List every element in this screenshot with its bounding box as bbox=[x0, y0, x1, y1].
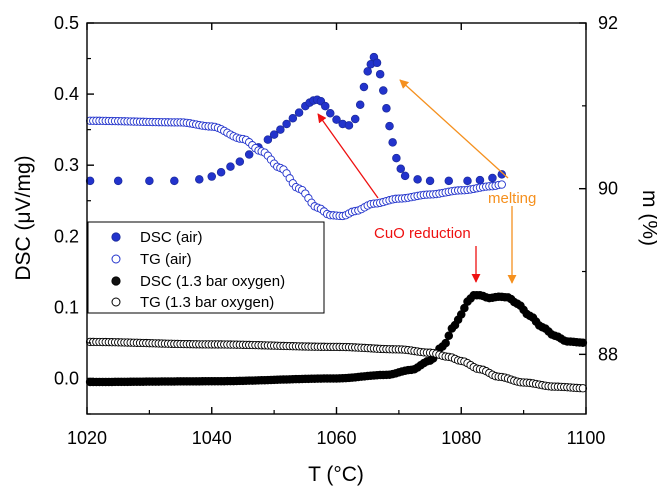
data-point bbox=[170, 176, 179, 186]
data-point bbox=[216, 168, 226, 177]
data-point bbox=[355, 100, 365, 109]
melting-arrow-long bbox=[399, 79, 509, 179]
y-tick-label: 0.0 bbox=[54, 368, 79, 388]
data-point bbox=[497, 170, 507, 179]
melting-label: melting bbox=[488, 190, 536, 207]
x-tick-label: 1060 bbox=[316, 428, 356, 448]
y-tick-label: 0.1 bbox=[54, 297, 79, 317]
data-point bbox=[392, 153, 401, 163]
data-point bbox=[444, 176, 454, 186]
x-tick-label: 1100 bbox=[567, 428, 606, 448]
data-point bbox=[113, 176, 123, 186]
data-point bbox=[385, 121, 394, 131]
data-point bbox=[463, 176, 472, 186]
x-tick-label: 1040 bbox=[192, 428, 232, 448]
y-tick-label: 0.4 bbox=[54, 84, 79, 104]
data-point bbox=[375, 69, 385, 79]
legend-marker-tg-air bbox=[111, 254, 121, 264]
data-point bbox=[363, 67, 372, 76]
data-point bbox=[382, 104, 391, 113]
legend-marker-tg-oxygen bbox=[111, 297, 121, 307]
data-point bbox=[235, 157, 245, 166]
y-tick-label: 0.5 bbox=[54, 13, 79, 33]
series-0 bbox=[85, 52, 507, 186]
y-tick-label: 0.2 bbox=[54, 226, 79, 246]
data-point bbox=[326, 109, 335, 118]
data-point bbox=[413, 175, 422, 184]
data-point bbox=[195, 175, 204, 184]
legend-box bbox=[87, 221, 325, 314]
data-point bbox=[396, 164, 406, 173]
legend-label-dsc-air: DSC (air) bbox=[140, 229, 203, 246]
x-tick-label: 1080 bbox=[441, 428, 481, 448]
data-point bbox=[359, 82, 369, 92]
cuo-reduction-label: CuO reduction bbox=[374, 225, 471, 242]
data-point bbox=[269, 130, 279, 139]
data-point bbox=[425, 176, 435, 186]
data-point bbox=[350, 114, 360, 124]
data-point bbox=[441, 338, 450, 348]
series-2 bbox=[85, 291, 588, 387]
series-3 bbox=[85, 337, 588, 393]
data-point bbox=[332, 115, 341, 124]
x-tick-label: 1020 bbox=[67, 428, 107, 448]
data-point bbox=[379, 86, 388, 95]
y-axis-title: DSC (μV/mg) bbox=[12, 155, 35, 280]
x-axis-title: T (°C) bbox=[308, 463, 364, 486]
data-point bbox=[344, 121, 354, 130]
y2-tick-label: 88 bbox=[598, 344, 618, 364]
data-point bbox=[497, 180, 506, 189]
data-point bbox=[226, 162, 235, 171]
data-point bbox=[578, 338, 588, 348]
series-1 bbox=[85, 116, 506, 221]
data-point bbox=[388, 138, 397, 147]
plot-area bbox=[85, 52, 588, 393]
data-point bbox=[475, 175, 485, 185]
data-point bbox=[244, 150, 254, 159]
data-point bbox=[145, 176, 154, 186]
data-point bbox=[321, 101, 330, 111]
data-point bbox=[372, 58, 382, 68]
data-point bbox=[444, 331, 454, 341]
data-point bbox=[263, 135, 273, 144]
legend-label-dsc-oxygen: DSC (1.3 bar oxygen) bbox=[140, 273, 285, 290]
legend: DSC (air) TG (air) DSC (1.3 bar oxygen) … bbox=[87, 221, 325, 314]
data-point bbox=[288, 114, 298, 123]
data-point bbox=[207, 172, 217, 181]
data-point bbox=[488, 173, 497, 183]
data-point bbox=[294, 108, 304, 117]
annotations: CuO reduction melting bbox=[317, 79, 536, 284]
y2-tick-label: 90 bbox=[598, 179, 618, 199]
legend-marker-dsc-air bbox=[111, 232, 121, 242]
data-point bbox=[282, 119, 291, 129]
y-tick-label: 0.3 bbox=[54, 155, 79, 175]
legend-marker-dsc-oxygen bbox=[111, 276, 121, 286]
y2-tick-label: 92 bbox=[598, 13, 618, 33]
axis-ticks: 1020 1040 1060 1080 1100 0.0 0.1 0.2 0.3 0.4 0.5 88… bbox=[54, 13, 618, 448]
data-point bbox=[400, 171, 410, 181]
y2-axis-title: m (%) bbox=[638, 190, 657, 246]
legend-label-tg-oxygen: TG (1.3 bar oxygen) bbox=[140, 294, 274, 311]
data-point bbox=[85, 176, 95, 186]
data-point bbox=[276, 125, 285, 134]
cuo-reduction-arrow-long bbox=[317, 113, 379, 199]
legend-label-tg-air: TG (air) bbox=[140, 251, 192, 268]
